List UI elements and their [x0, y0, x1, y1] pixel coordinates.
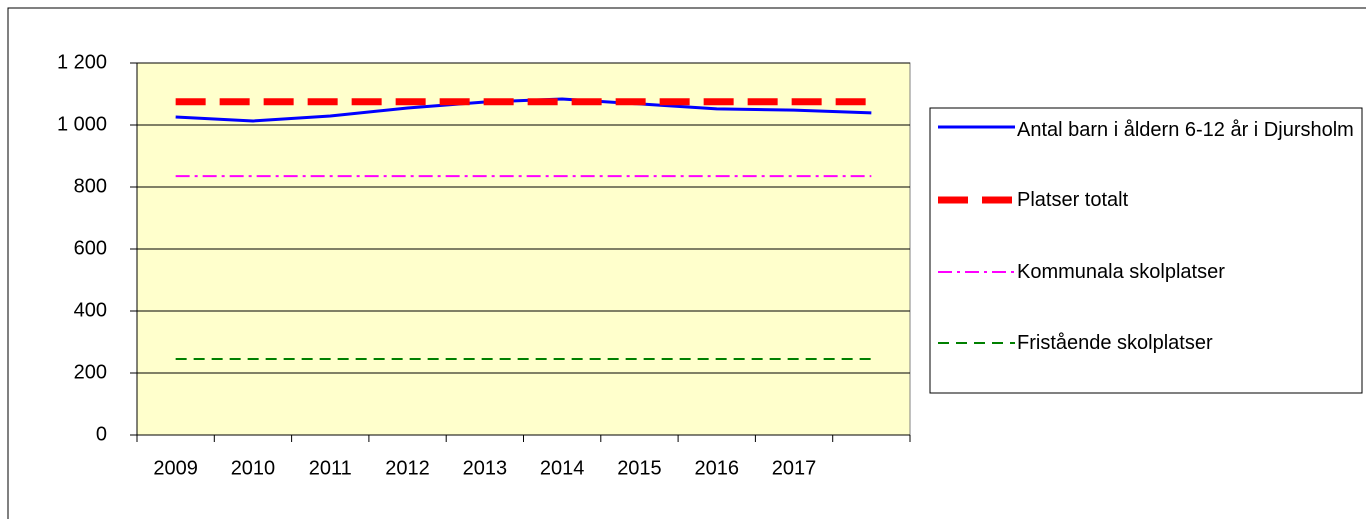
- legend-label: Antal barn i åldern 6-12 år i Djursholm: [1017, 119, 1354, 141]
- y-tick-label: 600: [74, 237, 107, 259]
- x-tick-label: 2009: [153, 457, 198, 479]
- x-tick-label: 2017: [772, 457, 817, 479]
- y-tick-label: 1 200: [57, 51, 107, 73]
- x-tick-label: 2015: [617, 457, 662, 479]
- x-tick-label: 2016: [695, 457, 740, 479]
- x-tick-label: 2011: [309, 457, 352, 479]
- y-tick-label: 200: [74, 361, 107, 383]
- x-tick-label: 2013: [463, 457, 508, 479]
- legend-label: Kommunala skolplatser: [1017, 261, 1225, 283]
- y-tick-label: 0: [96, 423, 107, 445]
- x-tick-label: 2012: [385, 457, 430, 479]
- y-tick-label: 400: [74, 299, 107, 321]
- legend-box: [929, 107, 1363, 394]
- legend-label: Fristående skolplatser: [1017, 332, 1213, 354]
- y-tick-label: 800: [74, 175, 107, 197]
- legend-label: Platser totalt: [1017, 189, 1129, 211]
- series-line: [175, 97, 872, 123]
- x-tick-label: 2014: [540, 457, 585, 479]
- x-tick-label: 2010: [231, 457, 276, 479]
- chart-frame: [7, 7, 1366, 519]
- y-tick-label: 1 000: [57, 113, 107, 135]
